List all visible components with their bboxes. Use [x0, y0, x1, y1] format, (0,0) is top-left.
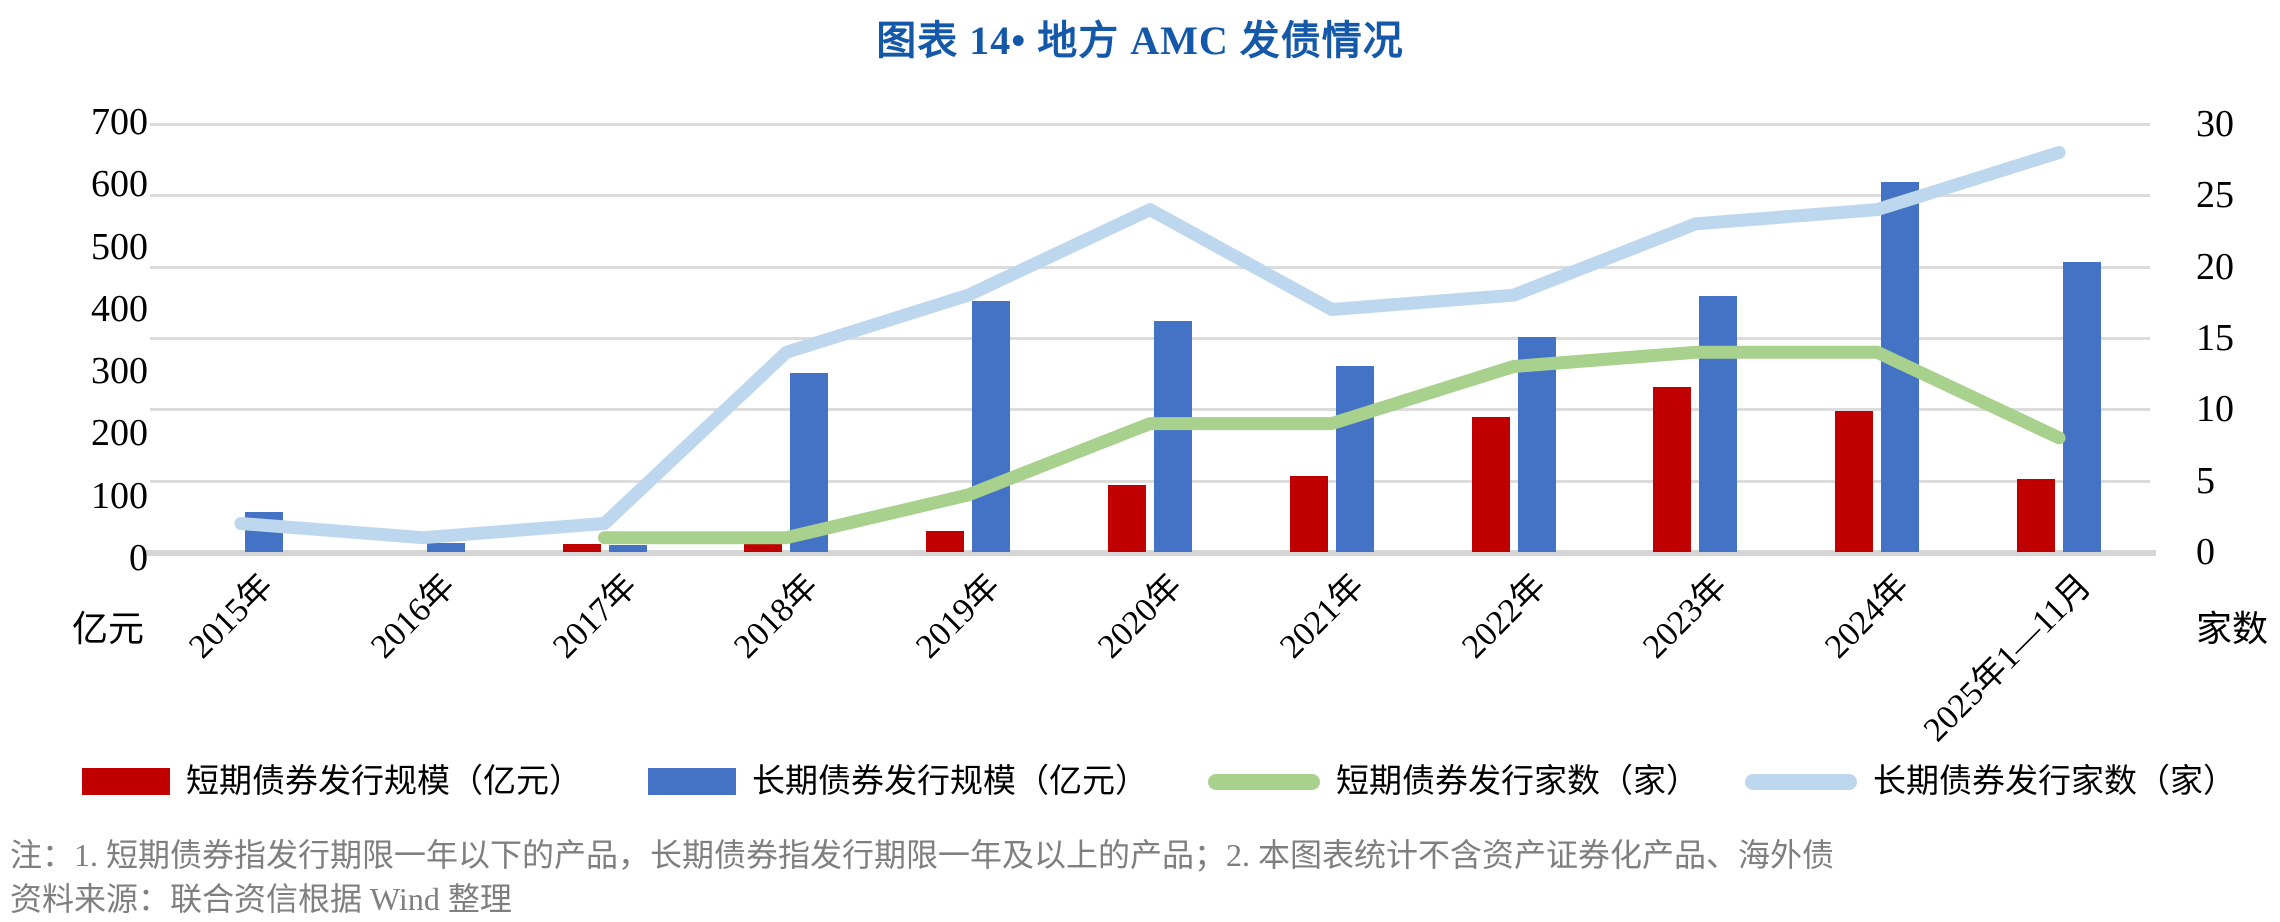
chart-title: 图表 14• 地方 AMC 发债情况: [876, 18, 1404, 63]
gridline: [150, 408, 2150, 412]
gridline: [150, 194, 2150, 198]
legend-bar-swatch: [648, 768, 736, 795]
legend-bar-swatch: [82, 768, 170, 795]
note-line: 注：1. 短期债券指发行期限一年以下的产品，长期债券指发行期限一年及以上的产品；…: [10, 837, 1835, 873]
bar-short-term-2022年: [1471, 417, 1510, 552]
bar-short-term-2017年: [562, 544, 601, 552]
right-axis-tick-10: 10: [2196, 388, 2234, 431]
gridline: [150, 123, 2150, 126]
left-axis-tick-400: 400: [91, 287, 148, 330]
right-axis-unit: 家数: [2196, 609, 2269, 649]
bar-long-term-2021年: [1335, 365, 1374, 552]
bar-short-term-2021年: [1289, 475, 1328, 552]
bar-short-term-2020年: [1108, 484, 1146, 552]
bar-long-term-2023年: [1699, 296, 1738, 552]
left-axis-tick-500: 500: [91, 225, 148, 268]
right-axis-tick-30: 30: [2196, 103, 2234, 145]
bar-long-term-2017年: [608, 545, 647, 552]
line-long-term-count: [234, 146, 2066, 545]
left-axis-tick-0: 0: [129, 537, 148, 579]
bar-long-term-2019年: [972, 301, 1011, 552]
right-axis-tick-20: 20: [2196, 245, 2234, 288]
bar-short-term-2024年: [1835, 411, 1874, 552]
left-axis-tick-300: 300: [91, 350, 148, 393]
legend-label: 长期债券发行家数（家）: [1873, 764, 2236, 800]
left-axis-tick-200: 200: [91, 412, 148, 455]
bar-long-term-2025年1—11月: [2063, 261, 2102, 552]
right-axis-tick-25: 25: [2196, 174, 2234, 217]
source-line: 资料来源：联合资信根据 Wind 整理: [10, 881, 512, 917]
right-axis-tick-5: 5: [2196, 459, 2215, 502]
legend-label: 短期债券发行家数（家）: [1336, 764, 1699, 800]
x-axis-line: [144, 550, 2156, 556]
legend-line-swatch: [1745, 774, 1857, 790]
left-axis-tick-700: 700: [91, 101, 148, 143]
legend-label: 长期债券发行规模（亿元）: [752, 764, 1148, 800]
gridline: [150, 265, 2150, 269]
left-axis-tick-600: 600: [91, 163, 148, 206]
bar-short-term-2023年: [1653, 386, 1692, 552]
line-short-term-count: [598, 345, 2066, 545]
gridline: [150, 479, 2150, 483]
left-axis-tick-100: 100: [91, 474, 148, 517]
left-axis-unit: 亿元: [72, 609, 145, 649]
bar-short-term-2025年1—11月: [2017, 478, 2056, 552]
bar-long-term-2018年: [790, 373, 829, 552]
bar-long-term-2020年: [1154, 320, 1192, 552]
right-axis-tick-0: 0: [2196, 531, 2215, 573]
bar-long-term-2016年: [426, 542, 465, 552]
gridline: [150, 337, 2150, 340]
bar-long-term-2022年: [1517, 336, 1556, 552]
right-axis-tick-15: 15: [2196, 317, 2234, 359]
bar-short-term-2019年: [926, 530, 965, 552]
legend-label: 短期债券发行规模（亿元）: [186, 764, 582, 800]
legend-line-swatch: [1208, 774, 1320, 790]
